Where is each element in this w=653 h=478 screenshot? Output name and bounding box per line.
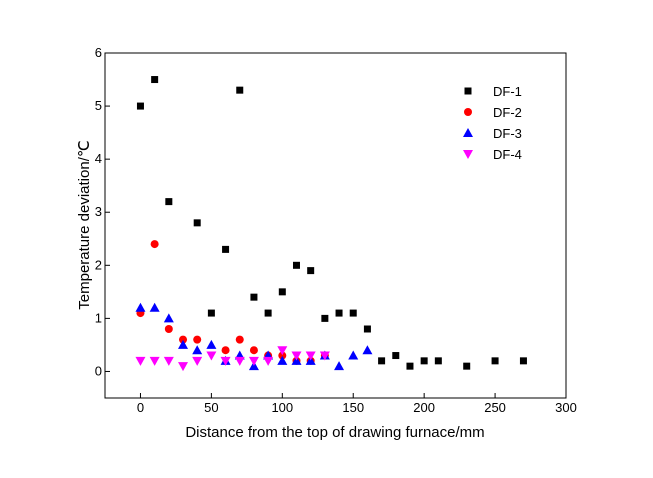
point-df-4 xyxy=(135,356,146,366)
point-df-3 xyxy=(206,339,217,349)
point-df-2 xyxy=(164,325,173,333)
point-df-2 xyxy=(193,335,202,344)
legend-marker-df-4 xyxy=(463,150,473,159)
x-tick-label: 250 xyxy=(484,400,506,415)
point-df-4 xyxy=(234,356,245,366)
x-tick-label: 200 xyxy=(413,400,435,415)
point-df-4 xyxy=(263,356,274,366)
plot-frame xyxy=(104,52,567,399)
point-df-1 xyxy=(307,267,315,275)
y-tick-label: 4 xyxy=(95,151,102,166)
x-tick-label: 100 xyxy=(271,400,293,415)
x-tick-label: 300 xyxy=(555,400,577,415)
point-df-1 xyxy=(165,198,173,206)
y-tick-label: 2 xyxy=(95,257,102,272)
legend-marker-df-2 xyxy=(464,108,472,116)
point-df-2 xyxy=(249,346,258,355)
point-df-1 xyxy=(349,309,357,317)
legend: DF-1 DF-2 DF-3 DF-4 xyxy=(463,84,522,162)
point-df-2 xyxy=(150,240,159,249)
point-df-1 xyxy=(392,352,400,360)
point-df-4 xyxy=(291,351,302,361)
point-df-1 xyxy=(264,309,272,317)
y-tick-label: 1 xyxy=(95,310,102,325)
point-df-2 xyxy=(235,335,244,344)
point-df-4 xyxy=(149,356,160,366)
point-df-1 xyxy=(420,357,428,365)
x-tick-label: 150 xyxy=(342,400,364,415)
y-tick-label: 3 xyxy=(95,204,102,219)
axis-ticks: 0 50 100 150 200 250 300 0 1 2 3 4 5 6 xyxy=(95,45,577,415)
point-df-1 xyxy=(207,309,215,317)
legend-label: DF-4 xyxy=(493,147,522,162)
point-df-2 xyxy=(278,351,287,360)
point-df-4 xyxy=(220,356,231,366)
point-df-1 xyxy=(463,362,471,370)
point-df-4 xyxy=(192,356,203,366)
point-df-1 xyxy=(363,325,371,333)
point-df-1 xyxy=(406,362,414,370)
point-df-3 xyxy=(192,345,203,355)
point-df-4 xyxy=(319,351,330,361)
point-df-3 xyxy=(334,361,345,371)
y-axis-title: Temperature deviation/℃ xyxy=(76,140,93,309)
point-df-1 xyxy=(378,357,386,365)
x-axis-title: Distance from the top of drawing furnace… xyxy=(185,424,484,441)
point-df-3 xyxy=(135,302,146,312)
y-tick-label: 0 xyxy=(95,363,102,378)
point-df-4 xyxy=(178,362,189,372)
point-df-3 xyxy=(362,345,373,355)
x-tick-label: 0 xyxy=(137,400,144,415)
point-df-1 xyxy=(136,102,144,110)
point-df-2 xyxy=(221,346,230,355)
legend-marker-df-1 xyxy=(464,87,472,95)
legend-label: DF-2 xyxy=(493,105,522,120)
point-df-3 xyxy=(348,350,359,360)
legend-label: DF-3 xyxy=(493,126,522,141)
point-df-1 xyxy=(222,245,230,253)
x-tick-label: 50 xyxy=(204,400,218,415)
y-tick-label: 6 xyxy=(95,45,102,60)
point-df-3 xyxy=(149,302,160,312)
point-df-4 xyxy=(305,351,316,361)
point-df-1 xyxy=(519,357,527,365)
point-df-1 xyxy=(250,293,258,301)
point-df-3 xyxy=(178,339,189,349)
point-df-4 xyxy=(277,346,288,356)
point-df-3 xyxy=(277,355,288,365)
point-df-1 xyxy=(193,219,201,227)
y-tick-label: 5 xyxy=(95,98,102,113)
point-df-1 xyxy=(491,357,499,365)
point-df-1 xyxy=(151,76,159,84)
data-points xyxy=(135,76,527,372)
point-df-2 xyxy=(179,335,188,344)
point-df-1 xyxy=(321,314,329,322)
point-df-4 xyxy=(163,356,174,366)
point-df-1 xyxy=(335,309,343,317)
legend-label: DF-1 xyxy=(493,84,522,99)
legend-marker-df-3 xyxy=(463,128,473,137)
point-df-4 xyxy=(248,356,259,366)
point-df-3 xyxy=(163,313,174,323)
point-df-1 xyxy=(278,288,286,296)
point-df-4 xyxy=(206,351,217,361)
point-df-1 xyxy=(292,261,300,269)
point-df-1 xyxy=(434,357,442,365)
point-df-1 xyxy=(236,86,244,94)
